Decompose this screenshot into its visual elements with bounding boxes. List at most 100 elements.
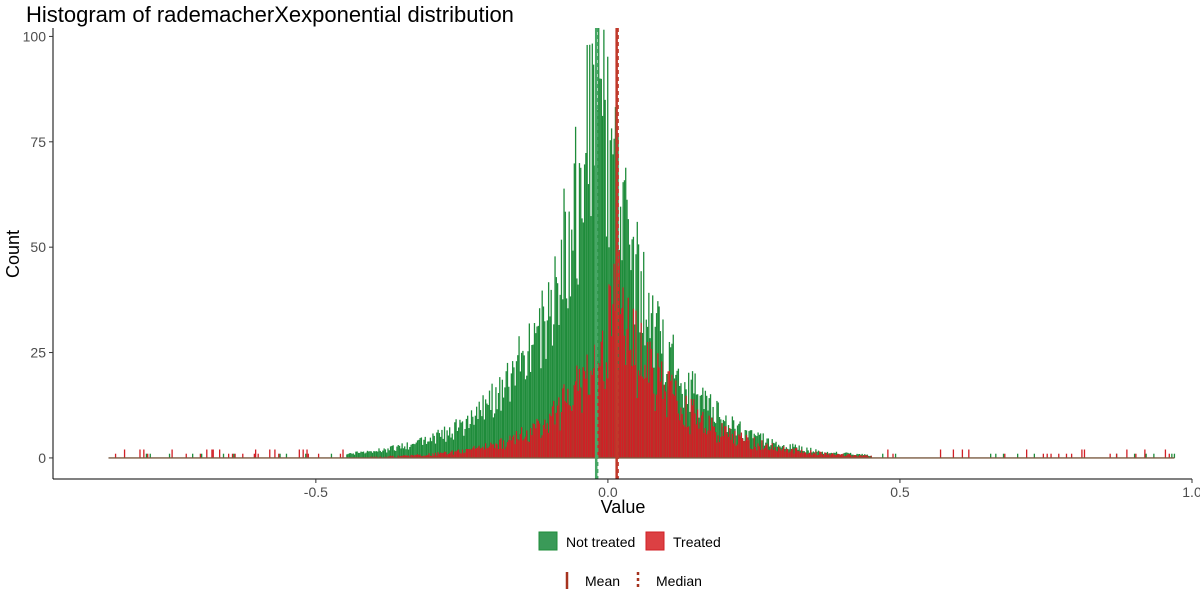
bar-not-treated <box>559 294 561 458</box>
bar-treated <box>398 456 401 458</box>
bar-not-treated <box>449 427 451 458</box>
histogram-bars <box>108 28 1176 459</box>
bar-treated <box>819 451 821 458</box>
bar-treated <box>493 448 496 458</box>
bar-treated <box>1083 449 1086 458</box>
bar-treated <box>772 449 775 458</box>
x-tick-label: 1.0 <box>1182 484 1200 500</box>
bar-treated <box>114 453 117 458</box>
bar-treated <box>752 449 754 458</box>
bar-not-treated <box>716 400 718 458</box>
bar-treated <box>762 449 764 458</box>
bar-treated <box>414 454 416 458</box>
bar-treated <box>546 423 548 458</box>
bar-treated <box>807 453 809 458</box>
bar-treated <box>632 308 635 458</box>
bar-treated <box>715 432 717 458</box>
bar-not-treated <box>487 404 489 458</box>
bar-treated <box>404 455 406 458</box>
bar-not-treated <box>517 355 519 458</box>
bar-treated <box>857 456 859 458</box>
bar-not-treated <box>414 444 416 458</box>
bar-treated <box>751 449 753 458</box>
bar-treated <box>274 449 276 458</box>
bar-treated <box>828 453 830 458</box>
bar-treated <box>433 455 435 458</box>
bar-treated <box>431 455 433 458</box>
bar-not-treated <box>568 211 570 458</box>
bar-not-treated <box>424 436 426 458</box>
bar-treated <box>738 434 740 458</box>
bar-not-treated <box>551 345 554 458</box>
bar-treated <box>785 448 787 458</box>
bar-treated <box>605 362 608 458</box>
bar-treated <box>682 424 685 458</box>
bar-treated <box>810 450 812 458</box>
bar-not-treated <box>405 449 407 458</box>
bar-treated <box>437 452 439 458</box>
bar-not-treated <box>851 454 853 458</box>
bar-not-treated <box>377 451 379 458</box>
bar-not-treated <box>538 308 541 458</box>
bar-treated <box>691 405 694 458</box>
bar-not-treated <box>468 428 470 458</box>
bar-not-treated <box>396 446 398 458</box>
bar-not-treated <box>467 415 469 458</box>
bar-treated <box>397 455 399 458</box>
bar-not-treated <box>388 450 390 458</box>
bar-treated <box>473 445 475 458</box>
bar-not-treated <box>359 452 361 458</box>
bar-treated <box>627 297 629 458</box>
bar-not-treated <box>590 216 592 458</box>
bar-not-treated <box>431 441 433 458</box>
bar-not-treated <box>383 448 385 458</box>
bar-not-treated <box>192 453 194 458</box>
bar-treated <box>700 415 703 458</box>
bar-not-treated <box>527 351 529 458</box>
bar-treated <box>848 454 850 458</box>
bar-not-treated <box>631 239 633 458</box>
bar-treated <box>685 395 687 458</box>
bar-treated <box>622 287 624 458</box>
bar-treated <box>452 454 455 458</box>
bar-treated <box>571 410 573 458</box>
bar-treated <box>185 453 187 458</box>
bar-treated <box>689 434 691 458</box>
bar-treated <box>842 453 844 458</box>
bar-treated <box>618 249 620 458</box>
bar-treated <box>826 454 829 458</box>
bar-treated <box>478 445 480 458</box>
bar-not-treated <box>432 433 434 458</box>
bar-treated <box>711 417 713 458</box>
bar-not-treated <box>442 438 444 458</box>
bar-not-treated <box>502 397 505 458</box>
bar-treated <box>1065 453 1068 458</box>
bar-treated <box>663 384 665 458</box>
bar-treated <box>443 451 446 458</box>
bar-treated <box>1004 453 1006 458</box>
bar-treated <box>171 449 173 458</box>
bar-treated <box>485 443 487 458</box>
bar-not-treated <box>474 415 477 458</box>
bar-not-treated <box>533 323 536 458</box>
bar-not-treated <box>355 451 357 458</box>
bar-not-treated <box>835 451 838 458</box>
bar-treated <box>532 423 534 458</box>
bar-treated <box>506 442 509 458</box>
bar-treated <box>375 456 378 458</box>
bar-not-treated <box>574 126 577 458</box>
bar-treated <box>577 390 579 458</box>
bar-treated <box>961 449 964 458</box>
bar-not-treated <box>524 379 527 458</box>
bar-not-treated <box>560 239 563 458</box>
bar-treated <box>469 449 471 458</box>
bar-treated <box>722 436 725 458</box>
bar-not-treated <box>491 383 493 458</box>
y-ticks: 0 25 50 75 100 <box>23 28 53 466</box>
bar-not-treated <box>463 435 465 458</box>
legend-key-treated <box>645 531 665 551</box>
bar-treated <box>519 433 521 458</box>
bar-not-treated <box>357 452 360 458</box>
bar-treated <box>487 447 489 458</box>
bar-not-treated <box>599 78 601 458</box>
